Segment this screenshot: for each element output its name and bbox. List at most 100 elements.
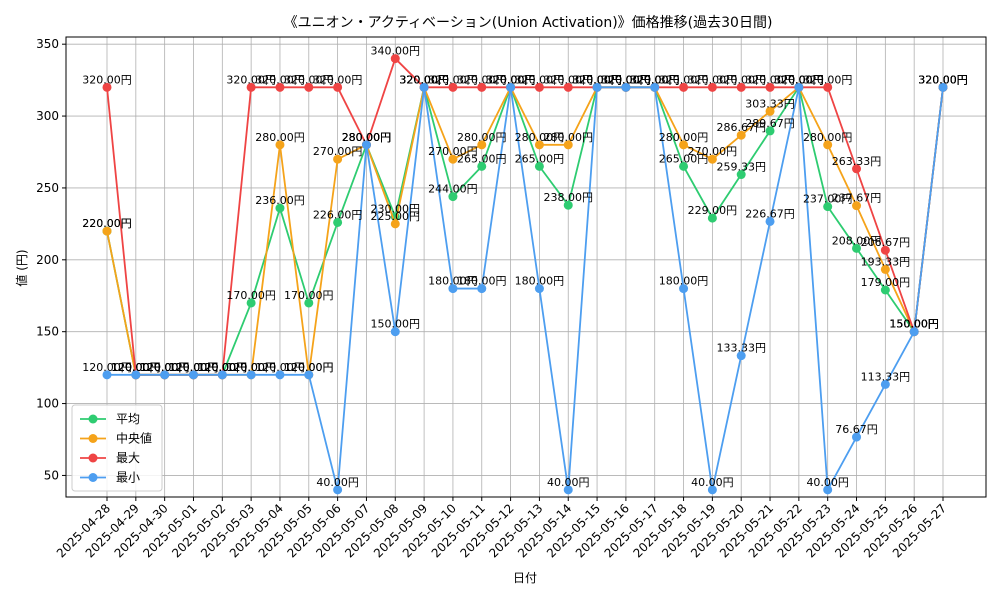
data-label: 320.00円 xyxy=(399,73,449,86)
data-label: 170.00円 xyxy=(226,289,276,302)
data-label: 180.00円 xyxy=(659,275,709,288)
data-label: 120.00円 xyxy=(198,361,248,374)
data-label: 259.33円 xyxy=(716,161,766,174)
data-label: 303.33円 xyxy=(745,97,795,110)
legend-marker xyxy=(88,414,98,424)
data-point xyxy=(736,351,746,361)
data-label: 120.00円 xyxy=(198,361,248,374)
data-label: 270.00円 xyxy=(688,145,738,158)
y-axis-label: 値 (円) xyxy=(14,249,29,286)
data-label: 320.00円 xyxy=(774,73,824,86)
data-point xyxy=(102,370,112,380)
data-label: 320.00円 xyxy=(918,73,968,86)
data-label: 208.00円 xyxy=(832,234,882,247)
data-label: 220.00円 xyxy=(82,217,132,230)
legend-entry: 平均 xyxy=(116,412,140,426)
data-point xyxy=(102,226,112,236)
data-point xyxy=(333,82,343,92)
data-label: 320.00円 xyxy=(630,73,680,86)
data-point xyxy=(563,140,573,150)
data-label: 320.00円 xyxy=(399,73,449,86)
data-point xyxy=(246,82,256,92)
data-point xyxy=(650,82,660,92)
data-label: 120.00円 xyxy=(140,361,190,374)
data-point xyxy=(563,200,573,210)
legend-entry: 中央値 xyxy=(116,431,152,446)
data-point xyxy=(938,82,948,92)
data-point xyxy=(217,370,227,380)
data-label: 320.00円 xyxy=(515,73,565,86)
data-point xyxy=(534,82,544,92)
data-label: 320.00円 xyxy=(255,73,305,86)
data-label: 320.00円 xyxy=(572,73,622,86)
data-point xyxy=(592,82,602,92)
data-point xyxy=(852,201,862,211)
data-label: 320.00円 xyxy=(486,73,536,86)
data-label: 280.00円 xyxy=(342,131,392,144)
data-label: 226.00円 xyxy=(313,208,363,221)
y-tick-label: 200 xyxy=(36,253,59,267)
data-point xyxy=(304,370,314,380)
data-point xyxy=(852,432,862,442)
data-point xyxy=(880,285,890,295)
data-label: 265.00円 xyxy=(659,152,709,165)
data-label: 120.00円 xyxy=(255,361,305,374)
data-label: 320.00円 xyxy=(572,73,622,86)
data-label: 120.00円 xyxy=(169,361,219,374)
data-label: 120.00円 xyxy=(82,361,132,374)
data-point xyxy=(880,245,890,255)
data-label: 320.00円 xyxy=(601,73,651,86)
data-point xyxy=(333,485,343,495)
data-point xyxy=(707,82,717,92)
data-point xyxy=(765,126,775,136)
data-point xyxy=(736,130,746,140)
data-label: 280.00円 xyxy=(543,131,593,144)
data-label: 40.00円 xyxy=(806,476,849,489)
data-label: 120.00円 xyxy=(284,361,334,374)
data-point xyxy=(390,327,400,337)
data-label: 320.00円 xyxy=(399,73,449,86)
data-label: 150.00円 xyxy=(889,318,939,331)
data-label: 320.00円 xyxy=(601,73,651,86)
data-label: 280.00円 xyxy=(659,131,709,144)
data-point xyxy=(765,216,775,226)
data-label: 120.00円 xyxy=(226,361,276,374)
data-point xyxy=(246,370,256,380)
data-point xyxy=(909,327,919,337)
y-tick-label: 100 xyxy=(36,397,59,411)
legend-marker xyxy=(88,453,98,463)
data-point xyxy=(823,485,833,495)
data-label: 230.00円 xyxy=(371,203,421,216)
data-point xyxy=(304,298,314,308)
data-label: 180.00円 xyxy=(515,275,565,288)
data-label: 320.00円 xyxy=(486,73,536,86)
y-tick-label: 350 xyxy=(36,37,59,51)
data-label: 133.33円 xyxy=(716,342,766,355)
data-label: 236.00円 xyxy=(255,194,305,207)
data-label: 320.00円 xyxy=(601,73,651,86)
data-label: 150.00円 xyxy=(889,318,939,331)
data-point xyxy=(563,82,573,92)
data-point xyxy=(679,284,689,294)
data-label: 193.33円 xyxy=(861,255,911,268)
data-label: 120.00円 xyxy=(140,361,190,374)
data-label: 229.00円 xyxy=(688,204,738,217)
data-label: 320.00円 xyxy=(82,73,132,86)
data-point xyxy=(880,379,890,389)
data-label: 320.00円 xyxy=(774,73,824,86)
data-label: 320.00円 xyxy=(659,73,709,86)
data-point xyxy=(390,219,400,229)
data-label: 280.00円 xyxy=(515,131,565,144)
data-label: 113.33円 xyxy=(861,370,911,383)
series-line-1 xyxy=(106,84,944,376)
data-label: 320.00円 xyxy=(543,73,593,86)
data-point xyxy=(736,170,746,180)
data-label: 280.00円 xyxy=(342,131,392,144)
data-label: 180.00円 xyxy=(457,275,507,288)
y-tick-label: 50 xyxy=(44,468,59,482)
data-label: 150.00円 xyxy=(371,318,421,331)
data-point xyxy=(563,485,573,495)
data-point xyxy=(361,140,371,150)
data-label: 320.00円 xyxy=(284,73,334,86)
